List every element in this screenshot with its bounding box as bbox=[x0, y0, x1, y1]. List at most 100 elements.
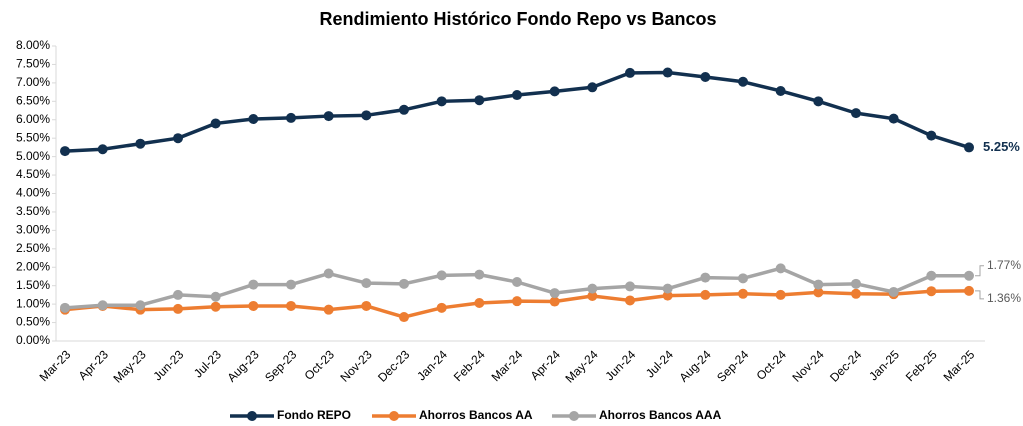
point bbox=[926, 286, 937, 297]
point bbox=[436, 96, 447, 107]
point bbox=[587, 291, 598, 302]
x-tick-label: Feb-24 bbox=[451, 347, 488, 384]
chart-title: Rendimiento Histórico Fondo Repo vs Banc… bbox=[319, 9, 716, 29]
point bbox=[436, 302, 447, 313]
point bbox=[97, 300, 108, 311]
point bbox=[587, 82, 598, 93]
x-tick-label: Apr-24 bbox=[528, 347, 564, 383]
point bbox=[512, 90, 522, 101]
legend-marker bbox=[569, 411, 579, 421]
data-label: 5.25% bbox=[983, 139, 1020, 154]
x-tick-label: Jul-24 bbox=[643, 347, 676, 380]
point bbox=[210, 118, 221, 129]
point bbox=[851, 278, 861, 289]
point bbox=[662, 290, 673, 301]
data-label: 1.36% bbox=[987, 291, 1021, 305]
leader-line bbox=[975, 290, 984, 300]
x-tick-label: Nov-23 bbox=[337, 347, 374, 384]
point bbox=[135, 138, 146, 149]
y-tick-label: 4.00% bbox=[16, 186, 50, 200]
point bbox=[813, 96, 824, 107]
x-tick-label: Feb-25 bbox=[903, 347, 940, 384]
y-tick-label: 2.00% bbox=[16, 259, 50, 273]
point bbox=[549, 296, 560, 307]
point bbox=[512, 277, 522, 287]
y-tick-label: 3.50% bbox=[16, 204, 50, 218]
legend-marker bbox=[389, 411, 399, 421]
data-label: 1.77% bbox=[987, 258, 1021, 272]
point bbox=[60, 146, 70, 157]
point bbox=[60, 302, 70, 313]
point bbox=[549, 86, 560, 97]
legend-marker bbox=[247, 411, 257, 421]
point bbox=[286, 300, 296, 311]
point bbox=[964, 270, 974, 281]
point bbox=[474, 269, 485, 280]
x-tick-label: Sep-24 bbox=[714, 347, 751, 384]
point bbox=[851, 288, 861, 299]
x-tick-label: May-23 bbox=[111, 347, 149, 385]
x-tick-label: Jan-25 bbox=[866, 347, 902, 383]
point bbox=[361, 110, 372, 121]
legend-label: Fondo REPO bbox=[277, 408, 351, 422]
point bbox=[926, 270, 937, 281]
point bbox=[323, 304, 334, 315]
x-tick-label: Dec-24 bbox=[827, 347, 864, 384]
point bbox=[738, 76, 748, 87]
x-tick-label: May-24 bbox=[563, 347, 601, 385]
y-tick-label: 5.50% bbox=[16, 130, 50, 144]
point bbox=[323, 111, 334, 122]
point bbox=[474, 298, 485, 309]
y-tick-label: 5.00% bbox=[16, 149, 50, 163]
point bbox=[775, 85, 786, 96]
legend-label: Ahorros Bancos AAA bbox=[599, 408, 722, 422]
point bbox=[361, 300, 372, 311]
point bbox=[399, 104, 409, 115]
series-line bbox=[64, 70, 970, 153]
point bbox=[248, 114, 259, 125]
y-tick-label: 7.50% bbox=[16, 57, 50, 71]
point bbox=[813, 279, 824, 290]
y-tick-label: 8.00% bbox=[16, 38, 50, 52]
point bbox=[926, 130, 937, 141]
point bbox=[173, 133, 183, 144]
point bbox=[700, 71, 711, 82]
x-tick-label: Jun-23 bbox=[151, 347, 187, 383]
point bbox=[248, 300, 259, 311]
x-tick-label: Jan-24 bbox=[414, 347, 450, 383]
point bbox=[964, 285, 974, 296]
y-tick-label: 6.50% bbox=[16, 93, 50, 107]
x-tick-label: Mar-25 bbox=[941, 347, 978, 384]
x-tick-label: Aug-24 bbox=[676, 347, 713, 384]
x-tick-label: Jun-24 bbox=[603, 347, 639, 383]
x-tick-label: Nov-24 bbox=[789, 347, 826, 384]
point bbox=[662, 283, 673, 294]
y-tick-label: 6.00% bbox=[16, 112, 50, 126]
point bbox=[888, 286, 899, 297]
x-tick-label: Aug-23 bbox=[224, 347, 261, 384]
x-tick-label: Jul-23 bbox=[191, 347, 224, 380]
point bbox=[210, 301, 221, 312]
point bbox=[474, 95, 485, 106]
y-tick-label: 4.50% bbox=[16, 167, 50, 181]
x-tick-label: Mar-23 bbox=[37, 347, 74, 384]
point bbox=[399, 278, 409, 289]
point bbox=[323, 268, 334, 279]
point bbox=[888, 113, 899, 124]
point bbox=[775, 263, 786, 274]
point bbox=[813, 287, 824, 298]
point bbox=[625, 295, 635, 306]
y-tick-label: 7.00% bbox=[16, 75, 50, 89]
x-tick-label: Oct-24 bbox=[754, 347, 790, 383]
point bbox=[851, 108, 861, 119]
point bbox=[173, 303, 183, 314]
point bbox=[587, 283, 598, 294]
y-tick-label: 2.50% bbox=[16, 241, 50, 255]
y-tick-label: 1.00% bbox=[16, 296, 50, 310]
point bbox=[738, 288, 748, 299]
point bbox=[399, 312, 409, 323]
legend-label: Ahorros Bancos AA bbox=[419, 408, 533, 422]
point bbox=[286, 279, 296, 290]
x-tick-label: Mar-24 bbox=[489, 347, 526, 384]
